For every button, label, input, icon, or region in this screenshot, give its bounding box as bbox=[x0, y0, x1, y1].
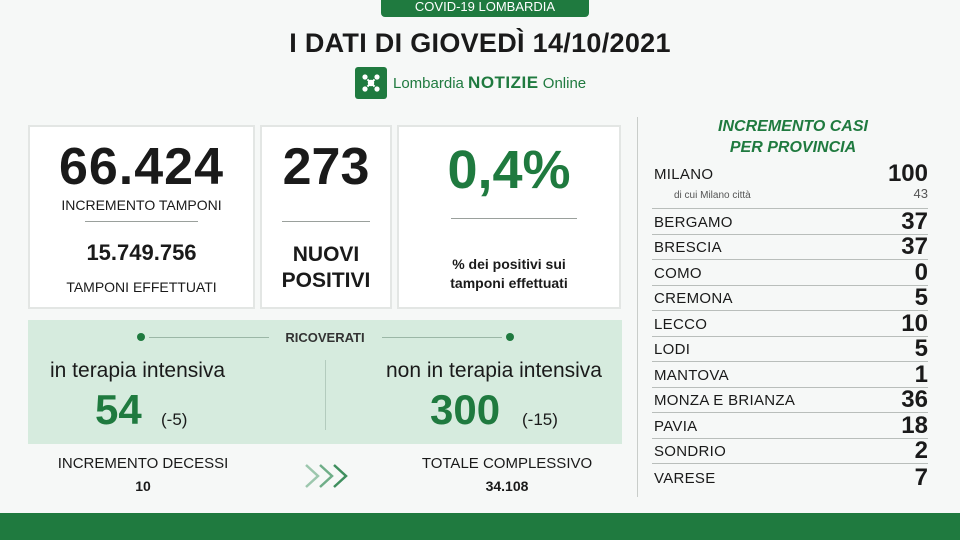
ricoverati-divider bbox=[325, 360, 326, 430]
nuovi-positivi-label-1: NUOVI bbox=[292, 243, 360, 266]
footer-bar bbox=[0, 513, 960, 540]
province-row: BERGAMO 37 bbox=[652, 209, 928, 235]
percentuale-value: 0,4% bbox=[447, 140, 571, 200]
province-name: BRESCIA bbox=[654, 239, 722, 256]
province-name: CREMONA bbox=[654, 290, 733, 307]
province-row: MONZA E BRIANZA 36 bbox=[652, 386, 928, 413]
non-intensiva-label: non in terapia intensiva bbox=[386, 359, 602, 382]
province-row-milano: MILANO 100 di cui Milano città 43 bbox=[652, 162, 928, 209]
vertical-divider bbox=[637, 117, 638, 497]
tamponi-total-value: 15.749.756 bbox=[86, 240, 197, 265]
brand-bold: NOTIZIE bbox=[468, 73, 539, 92]
chevrons-right-icon bbox=[302, 461, 354, 491]
province-list: MILANO 100 di cui Milano città 43 BERGAM… bbox=[652, 162, 928, 490]
province-value: 37 bbox=[901, 207, 928, 235]
divider bbox=[149, 337, 269, 338]
intensiva-value: 54 bbox=[95, 386, 142, 433]
divider bbox=[282, 221, 370, 222]
divider bbox=[382, 337, 502, 338]
intensiva-label: in terapia intensiva bbox=[50, 359, 226, 382]
province-row: LODI 5 bbox=[652, 335, 928, 362]
nuovi-positivi-label-2: POSITIVI bbox=[281, 269, 371, 292]
decessi-increment-value: 10 bbox=[135, 478, 151, 494]
province-name: BERGAMO bbox=[654, 213, 733, 231]
decessi-total-value: 34.108 bbox=[485, 478, 529, 494]
province-value: 5 bbox=[914, 335, 928, 362]
province-title-line2: PER PROVINCIA bbox=[729, 139, 857, 156]
province-name: SONDRIO bbox=[654, 443, 727, 460]
province-name: MANTOVA bbox=[654, 366, 729, 384]
province-row: BRESCIA 37 bbox=[652, 233, 928, 260]
province-row: MANTOVA 1 bbox=[652, 362, 928, 388]
decessi-increment-label: INCREMENTO DECESSI bbox=[57, 455, 229, 472]
brand-name: Lombardia NOTIZIE Online bbox=[393, 73, 586, 93]
intensiva-delta: (-5) bbox=[161, 410, 188, 429]
province-name: MILANO bbox=[654, 166, 714, 183]
lombardia-logo-icon bbox=[355, 67, 387, 99]
non-intensiva-value: 300 bbox=[430, 386, 501, 433]
province-value: 2 bbox=[914, 437, 928, 464]
province-value: 37 bbox=[901, 233, 928, 260]
province-row: PAVIA 18 bbox=[652, 413, 928, 439]
province-value: 36 bbox=[901, 386, 928, 413]
divider bbox=[85, 221, 198, 222]
divider bbox=[451, 218, 577, 219]
province-title: INCREMENTO CASI PER PROVINCIA bbox=[648, 116, 938, 158]
milano-citta-value: 43 bbox=[913, 186, 928, 201]
province-value: 18 bbox=[901, 411, 928, 439]
province-value: 10 bbox=[901, 309, 928, 337]
tamponi-increment-label: INCREMENTO TAMPONI bbox=[61, 197, 222, 213]
nuovi-positivi-value: 273 bbox=[282, 138, 370, 196]
province-title-line1: INCREMENTO CASI bbox=[718, 118, 868, 135]
province-row: SONDRIO 2 bbox=[652, 437, 928, 464]
page-title: I DATI DI GIOVEDÌ 14/10/2021 bbox=[289, 28, 671, 58]
province-row: LECCO 10 bbox=[652, 311, 928, 337]
province-row: COMO 0 bbox=[652, 260, 928, 286]
province-value: 7 bbox=[914, 463, 928, 491]
brand-suffix: Online bbox=[538, 75, 587, 92]
tamponi-increment-value: 66.424 bbox=[58, 138, 225, 196]
ricoverati-panel: RICOVERATI in terapia intensiva 54 (-5) … bbox=[28, 320, 622, 444]
ricoverati-title: RICOVERATI bbox=[285, 330, 365, 345]
province-value: 1 bbox=[914, 360, 928, 388]
brand: Lombardia NOTIZIE Online bbox=[355, 67, 586, 99]
bullet-dot-icon bbox=[137, 333, 145, 341]
province-row: CREMONA 5 bbox=[652, 284, 928, 311]
brand-regular: Lombardia bbox=[393, 75, 469, 92]
percentuale-label-2: tamponi effettuati bbox=[450, 275, 568, 291]
decessi-total-label: TOTALE COMPLESSIVO bbox=[421, 455, 593, 472]
milano-citta-label: di cui Milano città bbox=[674, 190, 751, 201]
province-name: LECCO bbox=[654, 315, 708, 333]
non-intensiva-delta: (-15) bbox=[522, 410, 558, 429]
province-name: PAVIA bbox=[654, 417, 698, 435]
province-name: LODI bbox=[654, 341, 691, 358]
province-name: COMO bbox=[654, 264, 702, 282]
header-tag: COVID-19 LOMBARDIA bbox=[381, 0, 589, 17]
bullet-dot-icon bbox=[506, 333, 514, 341]
province-value: 5 bbox=[914, 284, 928, 311]
province-value: 0 bbox=[914, 258, 928, 286]
province-name: VARESE bbox=[654, 469, 716, 487]
province-value: 100 bbox=[887, 160, 928, 187]
percentuale-label-1: % dei positivi sui bbox=[452, 256, 566, 272]
province-name: MONZA E BRIANZA bbox=[654, 392, 796, 409]
tamponi-total-label: TAMPONI EFFETTUATI bbox=[66, 279, 217, 295]
province-row: VARESE 7 bbox=[652, 464, 928, 490]
percentuale-card: 0,4% % dei positivi sui tamponi effettua… bbox=[397, 125, 621, 309]
tamponi-card: 66.424 INCREMENTO TAMPONI 15.749.756 TAM… bbox=[28, 125, 255, 309]
nuovi-positivi-card: 273 NUOVI POSITIVI bbox=[260, 125, 392, 309]
